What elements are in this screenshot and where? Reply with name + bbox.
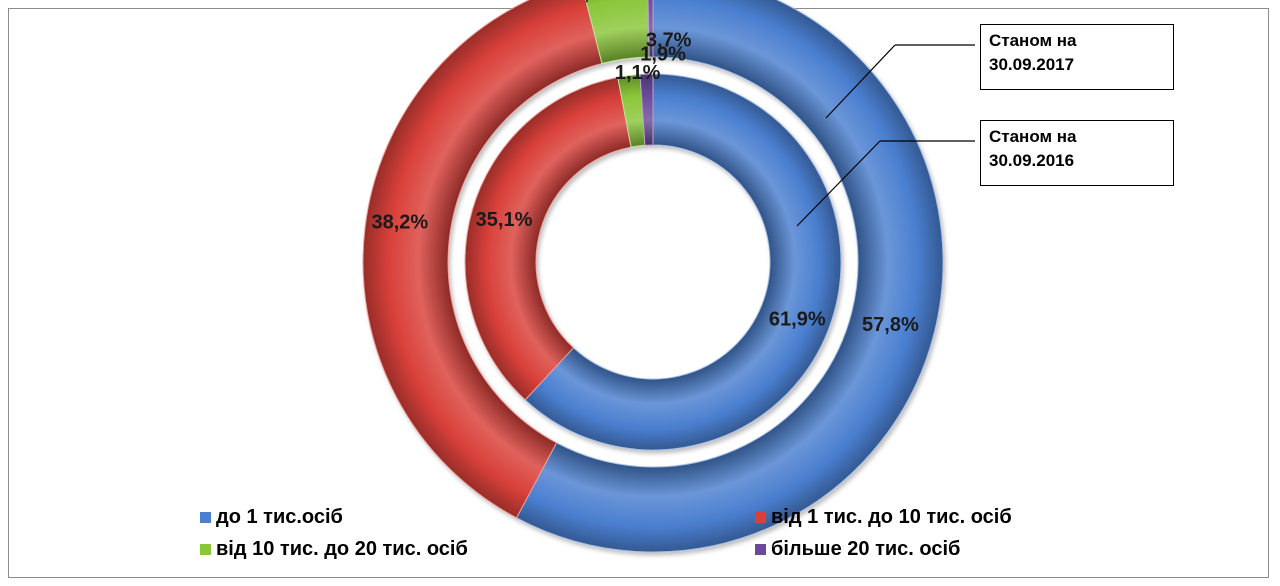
legend-item-0: до 1 тис.осіб — [200, 506, 343, 529]
leader-2016-d — [796, 140, 881, 227]
callout-2016-line2: 30.09.2016 — [989, 151, 1075, 170]
inner-data-label-0: 61,9% — [769, 309, 826, 331]
inner-ring-slice-0 — [524, 73, 842, 451]
outer-ring-slice-3 — [647, 0, 654, 58]
legend-swatch-0 — [200, 512, 211, 523]
inner-ring-slice-3 — [639, 73, 654, 146]
callout-2016: Станом на 30.09.2016 — [980, 120, 1174, 186]
outer-data-label-3: 0,3% — [573, 0, 619, 4]
inner-data-label-2: 1,9% — [640, 43, 686, 65]
legend-item-3: більше 20 тис. осіб — [755, 538, 960, 561]
legend-label-2: від 10 тис. до 20 тис. осіб — [216, 538, 468, 560]
outer-ring-slice-1 — [362, 0, 603, 519]
callout-2017-line2: 30.09.2017 — [989, 55, 1075, 74]
outer-ring-slice-0 — [515, 0, 944, 553]
legend-swatch-3 — [755, 544, 766, 555]
outer-data-label-0: 57,8% — [862, 314, 919, 336]
inner-data-label-1: 35,1% — [476, 209, 533, 231]
callout-2017: Станом на 30.09.2017 — [980, 24, 1174, 90]
legend-label-1: від 1 тис. до 10 тис. осіб — [771, 506, 1012, 528]
inner-ring-slice-1 — [464, 76, 632, 401]
legend-item-1: від 1 тис. до 10 тис. осіб — [755, 506, 1012, 529]
legend-label-3: більше 20 тис. осіб — [771, 538, 961, 560]
leader-2017-d — [825, 44, 896, 119]
legend-swatch-1 — [755, 512, 766, 523]
legend-swatch-2 — [200, 544, 211, 555]
callout-2016-line1: Станом на — [989, 127, 1077, 146]
inner-data-label-3: 1,1% — [615, 62, 661, 84]
outer-data-label-1: 38,2% — [371, 212, 428, 234]
outer-data-label-2: 3,7% — [646, 29, 692, 51]
legend-item-2: від 10 тис. до 20 тис. осіб — [200, 538, 468, 561]
callout-2017-line1: Станом на — [989, 31, 1077, 50]
legend-label-0: до 1 тис.осіб — [216, 506, 343, 528]
